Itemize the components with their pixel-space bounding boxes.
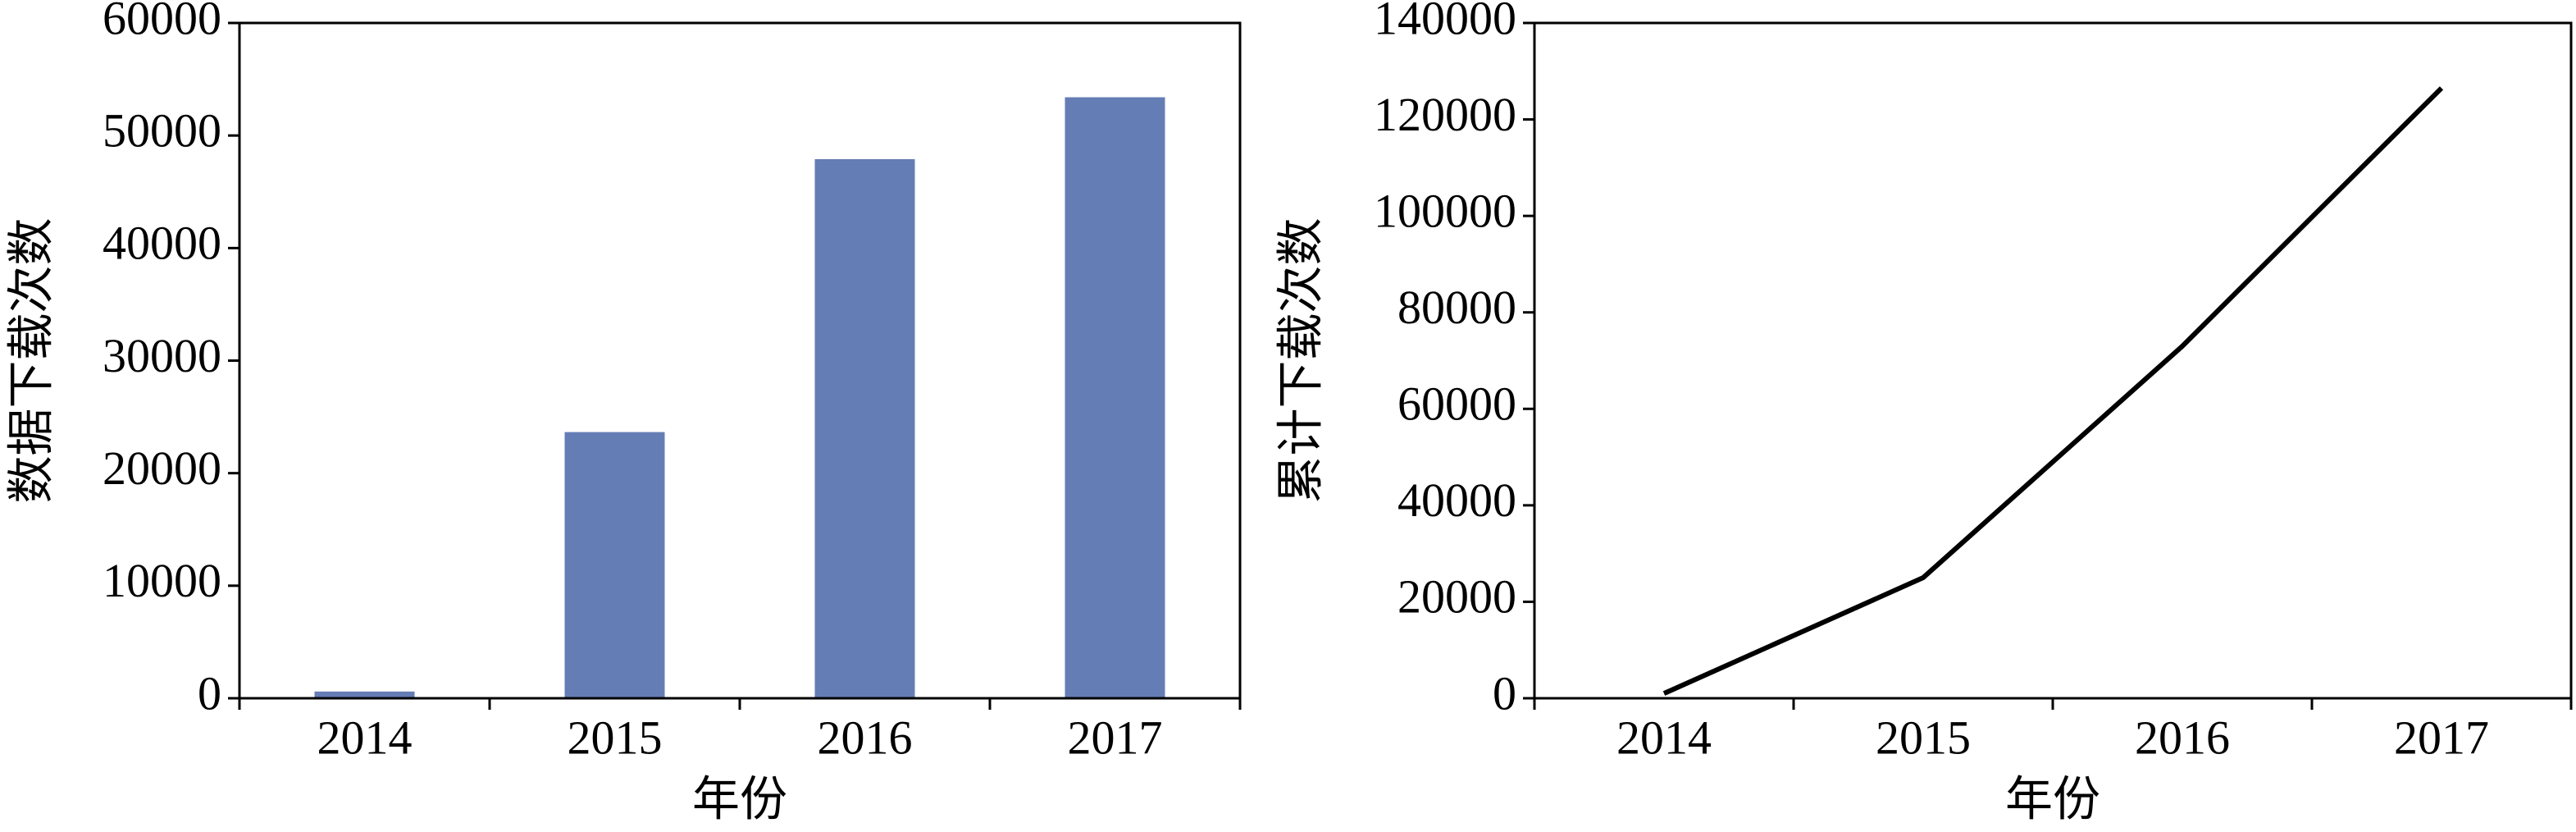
x-tick-label: 2016 (818, 711, 913, 764)
bar (814, 158, 915, 698)
y-tick-label: 50000 (103, 103, 221, 157)
chart-panel: 0 20000 40000 60000 80000 100000 120000 140000 2… (1274, 0, 2573, 825)
x-tick-label: 2017 (1068, 711, 1163, 764)
y-axis-label: 累计下载次数 (1274, 217, 1327, 503)
x-tick-label: 2016 (2135, 711, 2230, 764)
x-axis-label: 年份 (692, 772, 787, 825)
y-tick-label: 40000 (1397, 473, 1516, 527)
y-tick-label: 80000 (1397, 281, 1516, 334)
x-tick-label: 2014 (317, 711, 413, 764)
y-tick-label: 100000 (1374, 184, 1516, 237)
y-tick-label: 20000 (1397, 570, 1516, 624)
bar (564, 432, 665, 698)
y-tick-label: 140000 (1374, 0, 1516, 44)
y-tick-label: 20000 (103, 441, 221, 495)
y-tick-label: 120000 (1374, 88, 1516, 141)
y-tick-label: 0 (1493, 666, 1516, 720)
x-tick-label: 2017 (2394, 711, 2489, 764)
y-axis-label: 数据下载次数 (4, 217, 57, 503)
y-tick-label: 30000 (103, 329, 221, 382)
x-tick-label: 2014 (1616, 711, 1712, 764)
y-tick-label: 60000 (1397, 377, 1516, 431)
x-axis-label: 年份 (2005, 772, 2100, 825)
bar (314, 691, 415, 698)
line-series (1662, 86, 2444, 696)
y-tick-label: 60000 (103, 0, 221, 44)
chart-panel: 0 10000 20000 30000 40000 50000 60000 2014 2015 2… (4, 0, 1242, 825)
y-tick-label: 10000 (103, 554, 221, 607)
x-tick-label: 2015 (1876, 711, 1971, 764)
plot-frame (1533, 21, 2573, 700)
y-tick-label: 0 (198, 666, 221, 720)
y-tick-label: 40000 (103, 217, 221, 270)
x-tick-label: 2015 (568, 711, 663, 764)
bar (1065, 97, 1165, 698)
